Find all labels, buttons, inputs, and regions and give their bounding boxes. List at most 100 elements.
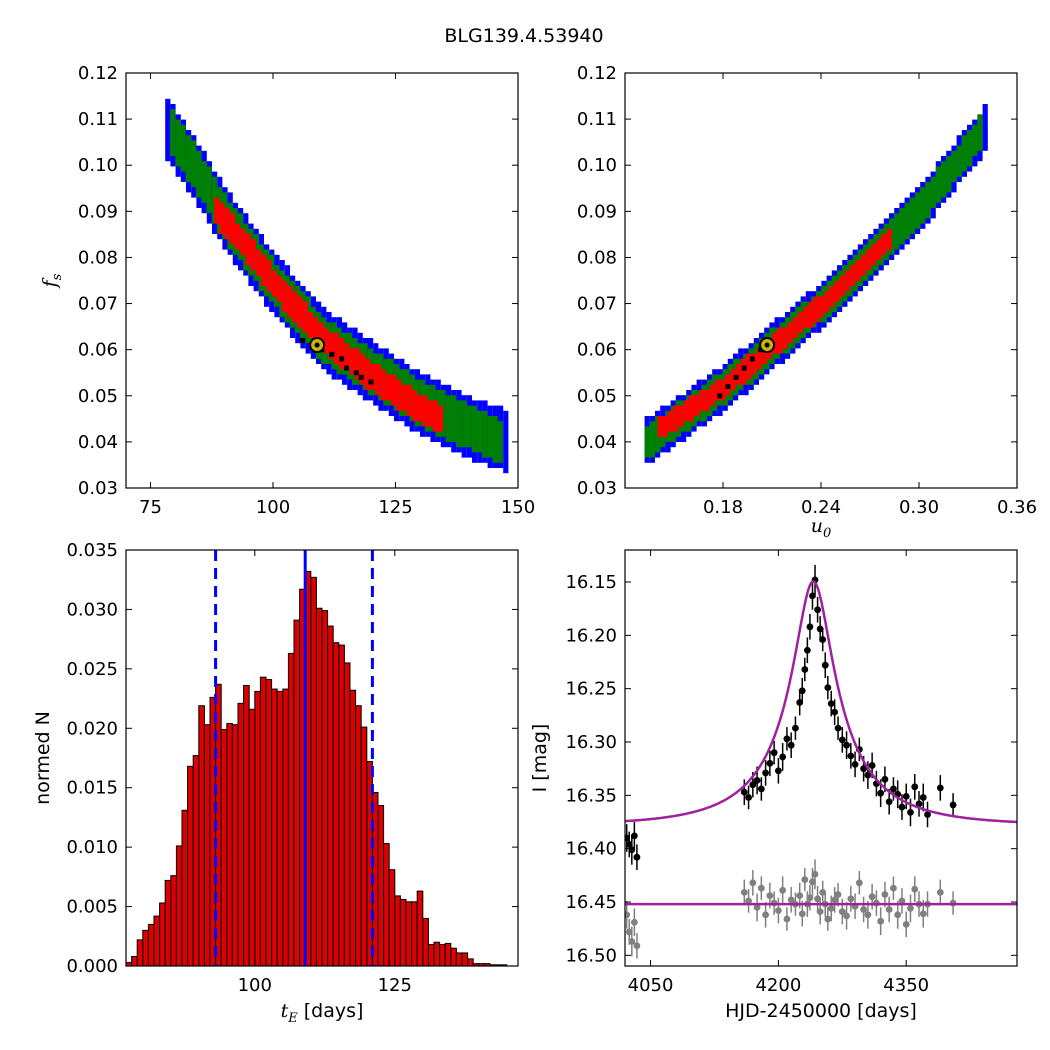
panel0-ytick-label: 0.12	[78, 63, 118, 84]
heatmap-cell	[461, 400, 467, 448]
histogram-bar	[455, 952, 463, 967]
data-point	[881, 891, 889, 898]
histogram-bar	[383, 843, 390, 967]
histogram-bar	[411, 901, 418, 967]
heatmap-cell	[730, 369, 736, 390]
data-point	[890, 785, 897, 793]
data-point	[766, 759, 774, 767]
heatmap-cell	[870, 244, 877, 266]
histogram-bar	[181, 809, 189, 967]
heatmap-cell	[235, 223, 241, 250]
panel0-ytick-label: 0.07	[78, 294, 118, 315]
heatmap-cell	[751, 353, 757, 375]
heatmap-cell	[673, 405, 679, 432]
histogram-bar	[332, 642, 340, 967]
data-point	[809, 878, 816, 886]
data-point	[801, 876, 809, 883]
data-point	[838, 908, 846, 915]
histogram-bar	[321, 610, 329, 967]
data-point	[753, 777, 761, 784]
heatmap-cell	[185, 135, 191, 182]
panel1-ytick-label: 0.11	[577, 109, 617, 130]
heatmap-cell	[396, 379, 402, 411]
heatmap-cell	[287, 286, 293, 318]
data-point	[779, 886, 787, 894]
data-point	[843, 912, 850, 920]
heatmap-cell	[349, 348, 355, 375]
histogram-bar	[248, 708, 256, 967]
histogram-bar	[170, 875, 177, 967]
panel3-ytick-label: 16.20	[565, 625, 617, 646]
panel1-ytick-label: 0.12	[577, 63, 617, 84]
panel1-ytick-label: 0.03	[577, 478, 617, 499]
panel1-frame	[624, 72, 1018, 489]
chain-point	[329, 351, 335, 357]
heatmap-cell	[746, 353, 752, 380]
heatmap-cell	[678, 405, 684, 427]
heatmap-cell	[261, 254, 267, 286]
data-point	[902, 921, 910, 928]
heatmap-cell	[657, 416, 663, 437]
panel1-xtick-label: 0.24	[801, 497, 841, 518]
heatmap-cell	[240, 228, 246, 255]
data-point	[847, 752, 855, 760]
histogram-bar	[467, 958, 474, 967]
histogram-bar	[226, 723, 233, 967]
heatmap-cell	[860, 254, 866, 276]
data-point	[814, 606, 821, 614]
heatmap-cell	[339, 338, 345, 370]
heatmap-cell	[180, 124, 186, 172]
heatmap-cell	[649, 421, 655, 458]
panel2-ytick-label: 0.005	[66, 897, 118, 918]
heatmap-cell	[792, 317, 799, 338]
panel3-ytick-label: 16.45	[565, 892, 617, 913]
heatmap-cell	[777, 327, 783, 354]
heatmap-cell	[941, 161, 947, 198]
panel2-ytick-label: 0.000	[66, 956, 118, 977]
data-point	[885, 906, 893, 913]
data-point	[745, 897, 752, 905]
x-axis-label: tE [days]	[281, 1000, 364, 1026]
histogram-bar	[343, 662, 351, 967]
panel0-ytick-label: 0.08	[78, 247, 118, 268]
heatmap-cell	[476, 410, 483, 453]
histogram-bars	[125, 570, 508, 967]
data-point	[864, 911, 872, 919]
histogram-bar	[287, 652, 295, 967]
data-point	[625, 928, 633, 936]
panel3-ytick-label: 16.30	[565, 732, 617, 753]
heatmap-cell	[497, 421, 503, 463]
data-point	[827, 905, 835, 912]
heatmap-cell	[266, 260, 272, 292]
histogram-bar	[282, 688, 289, 967]
panel2-ytick-label: 0.030	[66, 599, 118, 620]
histogram-bar	[131, 955, 138, 967]
panel3-ytick-label: 16.40	[565, 839, 617, 860]
data-point	[911, 885, 919, 893]
heatmap-cell	[881, 234, 887, 255]
histogram-bar	[203, 724, 211, 967]
heatmap-cell	[876, 239, 882, 260]
heatmap-cell	[756, 348, 762, 370]
heatmap-cell	[909, 197, 915, 234]
panel3-ytick-label: 16.25	[565, 679, 617, 700]
heatmap-cell	[865, 249, 871, 271]
heatmap-cell	[370, 364, 376, 390]
heatmap-cell	[427, 400, 433, 427]
data-point	[864, 771, 872, 779]
chain-point	[344, 365, 349, 371]
panel0-ytick-label: 0.05	[78, 386, 118, 407]
data-point	[824, 684, 832, 691]
y-axis-label: normed N	[32, 711, 54, 805]
data-point	[628, 846, 636, 854]
panel3-xtick-label: 4200	[755, 975, 801, 996]
data-point	[745, 794, 752, 801]
y-axis-label: I [mag]	[529, 724, 551, 793]
data-point	[814, 895, 821, 903]
data-point	[860, 765, 868, 773]
histogram-bar	[388, 869, 396, 967]
panel1-xtick-label: 0.18	[703, 497, 743, 518]
chain-point	[749, 356, 755, 362]
data-point	[898, 897, 906, 905]
